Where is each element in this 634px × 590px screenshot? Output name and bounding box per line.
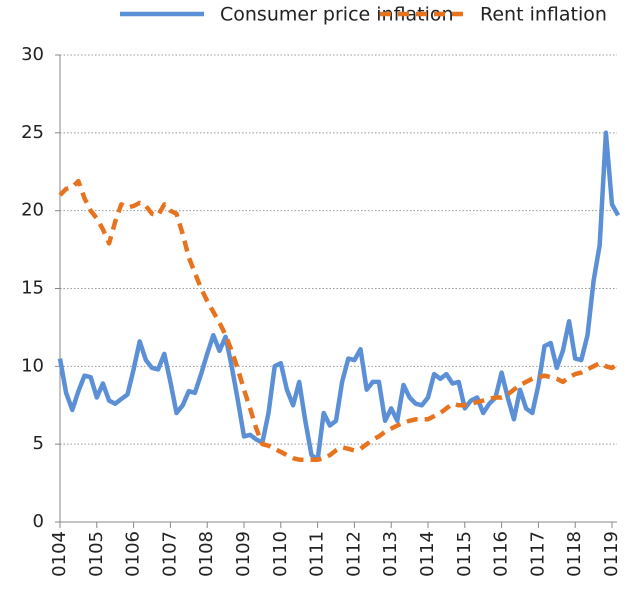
x-tick-label: 0105 [86, 531, 107, 577]
legend-label: Consumer price inflation [220, 4, 454, 26]
series-line [58, 178, 620, 462]
y-tick-label: 15 [21, 278, 44, 299]
x-tick-label: 0114 [417, 531, 438, 577]
x-tick-label: 0119 [601, 531, 622, 577]
y-tick-label: 0 [33, 511, 44, 532]
x-tick-label: 0109 [233, 531, 254, 577]
x-tick-label: 0107 [159, 531, 180, 577]
x-tick-label: 0118 [564, 531, 585, 577]
x-tick-label: 0104 [49, 531, 70, 577]
legend-label: Rent inflation [480, 4, 607, 26]
x-tick-label: 0116 [491, 531, 512, 577]
y-tick-label: 10 [21, 355, 44, 376]
x-tick-label: 0106 [123, 531, 144, 577]
x-tick-label: 0111 [307, 531, 328, 577]
y-tick-label: 30 [21, 44, 44, 65]
y-tick-label: 25 [21, 122, 44, 143]
x-tick-label: 0115 [454, 531, 475, 577]
x-tick-label: 0110 [270, 531, 291, 577]
x-tick-label: 0117 [527, 531, 548, 577]
x-tick-label: 0108 [196, 531, 217, 577]
series-line [57, 130, 621, 462]
y-tick-label: 20 [21, 200, 44, 221]
x-tick-label: 0112 [343, 531, 364, 577]
x-tick-label: 0113 [380, 531, 401, 577]
y-tick-label: 5 [33, 433, 44, 454]
